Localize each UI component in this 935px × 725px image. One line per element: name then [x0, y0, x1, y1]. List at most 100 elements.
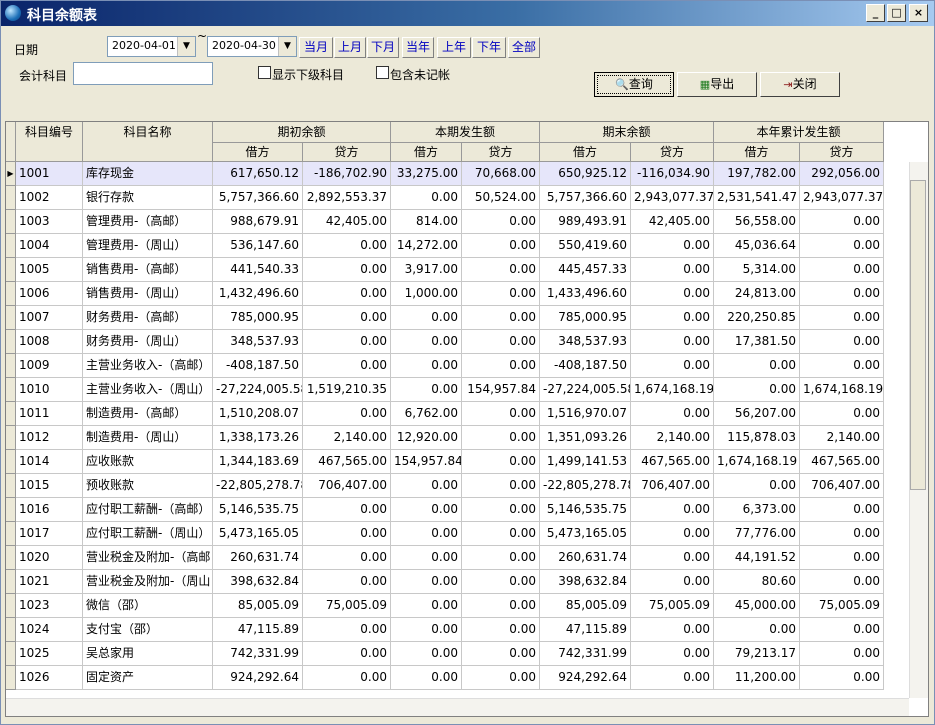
account-name: 微信（邵）: [83, 594, 213, 618]
amount-cell: 85,005.09: [213, 594, 303, 618]
button-text: 查询: [628, 77, 653, 91]
amount-cell: 536,147.60: [213, 234, 303, 258]
amount-cell: 0.00: [303, 354, 391, 378]
checkbox[interactable]: [376, 66, 389, 79]
amount-cell: 5,314.00: [714, 258, 800, 282]
amount-cell: 467,565.00: [631, 450, 714, 474]
period-button[interactable]: 全部: [508, 37, 540, 58]
account-code: 1014: [16, 450, 83, 474]
action-button[interactable]: 🔍查询: [594, 72, 674, 97]
amount-cell: 79,213.17: [714, 642, 800, 666]
account-code: 1004: [16, 234, 83, 258]
amount-cell: 0.00: [800, 234, 884, 258]
account-code: 1011: [16, 402, 83, 426]
amount-cell: 0.00: [714, 354, 800, 378]
period-button[interactable]: 上年: [437, 37, 471, 58]
amount-cell: 0.00: [391, 186, 462, 210]
date-label: 日期: [14, 43, 39, 57]
button-icon: ⇥: [783, 78, 793, 91]
button-icon: ▦: [699, 78, 711, 91]
amount-cell: 706,407.00: [631, 474, 714, 498]
amount-cell: 0.00: [800, 306, 884, 330]
checkbox-label: 包含未记帐: [390, 68, 451, 82]
amount-cell: 0.00: [391, 474, 462, 498]
amount-cell: 0.00: [800, 546, 884, 570]
account-name: 财务费用-（高邮）: [83, 306, 213, 330]
amount-cell: 1,516,970.07: [540, 402, 631, 426]
period-button[interactable]: 上月: [334, 37, 366, 58]
column-group-header: 本期发生额: [391, 122, 540, 143]
amount-cell: 3,917.00: [391, 258, 462, 282]
period-button[interactable]: 下月: [367, 37, 399, 58]
account-name: 营业税金及附加-（周山: [83, 570, 213, 594]
column-subheader: 贷方: [462, 143, 540, 162]
action-button[interactable]: ▦导出: [677, 72, 757, 97]
amount-cell: 0.00: [631, 258, 714, 282]
amount-cell: 617,650.12: [213, 162, 303, 186]
account-name: 吴总家用: [83, 642, 213, 666]
amount-cell: 1,000.00: [391, 282, 462, 306]
row-indicator: ▶: [6, 162, 16, 186]
amount-cell: 0.00: [462, 474, 540, 498]
row-indicator: [6, 522, 16, 546]
row-indicator: [6, 354, 16, 378]
amount-cell: 0.00: [800, 498, 884, 522]
amount-cell: 0.00: [800, 522, 884, 546]
maximize-button[interactable]: □: [887, 4, 906, 22]
amount-cell: -408,187.50: [213, 354, 303, 378]
amount-cell: 0.00: [462, 618, 540, 642]
amount-cell: 0.00: [391, 666, 462, 690]
account-code: 1010: [16, 378, 83, 402]
button-text: 关闭: [792, 77, 817, 91]
amount-cell: 924,292.64: [540, 666, 631, 690]
amount-cell: 1,519,210.35: [303, 378, 391, 402]
amount-cell: 398,632.84: [213, 570, 303, 594]
account-code: 1025: [16, 642, 83, 666]
amount-cell: 0.00: [303, 402, 391, 426]
account-code: 1021: [16, 570, 83, 594]
amount-cell: 706,407.00: [800, 474, 884, 498]
scroll-thumb[interactable]: [910, 180, 926, 490]
account-name: 管理费用-（周山）: [83, 234, 213, 258]
period-button[interactable]: 下年: [472, 37, 506, 58]
amount-cell: 154,957.84: [462, 378, 540, 402]
checkbox[interactable]: [258, 66, 271, 79]
column-header: 科目名称: [83, 122, 213, 162]
account-code: 1016: [16, 498, 83, 522]
amount-cell: 80.60: [714, 570, 800, 594]
amount-cell: 5,757,366.60: [213, 186, 303, 210]
amount-cell: 42,405.00: [303, 210, 391, 234]
amount-cell: 0.00: [303, 618, 391, 642]
date-to[interactable]: 2020-04-30 ▼: [207, 36, 297, 57]
account-input[interactable]: [73, 62, 213, 85]
column-header: 科目编号: [16, 122, 83, 162]
amount-cell: -186,702.90: [303, 162, 391, 186]
amount-cell: 2,140.00: [800, 426, 884, 450]
date-from[interactable]: 2020-04-01 ▼: [107, 36, 196, 57]
action-button[interactable]: ⇥关闭: [760, 72, 840, 97]
row-indicator: [6, 642, 16, 666]
account-name: 应付职工薪酬-（周山）: [83, 522, 213, 546]
amount-cell: 5,146,535.75: [213, 498, 303, 522]
amount-cell: 0.00: [391, 642, 462, 666]
amount-cell: 77,776.00: [714, 522, 800, 546]
amount-cell: 441,540.33: [213, 258, 303, 282]
amount-cell: 75,005.09: [800, 594, 884, 618]
account-code: 1012: [16, 426, 83, 450]
close-button[interactable]: ×: [909, 4, 928, 22]
app-icon: [5, 5, 21, 21]
amount-cell: 0.00: [303, 666, 391, 690]
minimize-button[interactable]: _: [866, 4, 885, 22]
row-indicator: [6, 234, 16, 258]
amount-cell: 0.00: [462, 210, 540, 234]
amount-cell: 6,762.00: [391, 402, 462, 426]
dropdown-arrow[interactable]: ▼: [278, 37, 296, 56]
amount-cell: 0.00: [800, 570, 884, 594]
dropdown-arrow[interactable]: ▼: [177, 37, 195, 56]
period-button[interactable]: 当年: [402, 37, 434, 58]
amount-cell: 0.00: [303, 546, 391, 570]
amount-cell: 220,250.85: [714, 306, 800, 330]
column-group-header: 期初余额: [213, 122, 391, 143]
period-button[interactable]: 当月: [299, 37, 333, 58]
amount-cell: 0.00: [462, 546, 540, 570]
